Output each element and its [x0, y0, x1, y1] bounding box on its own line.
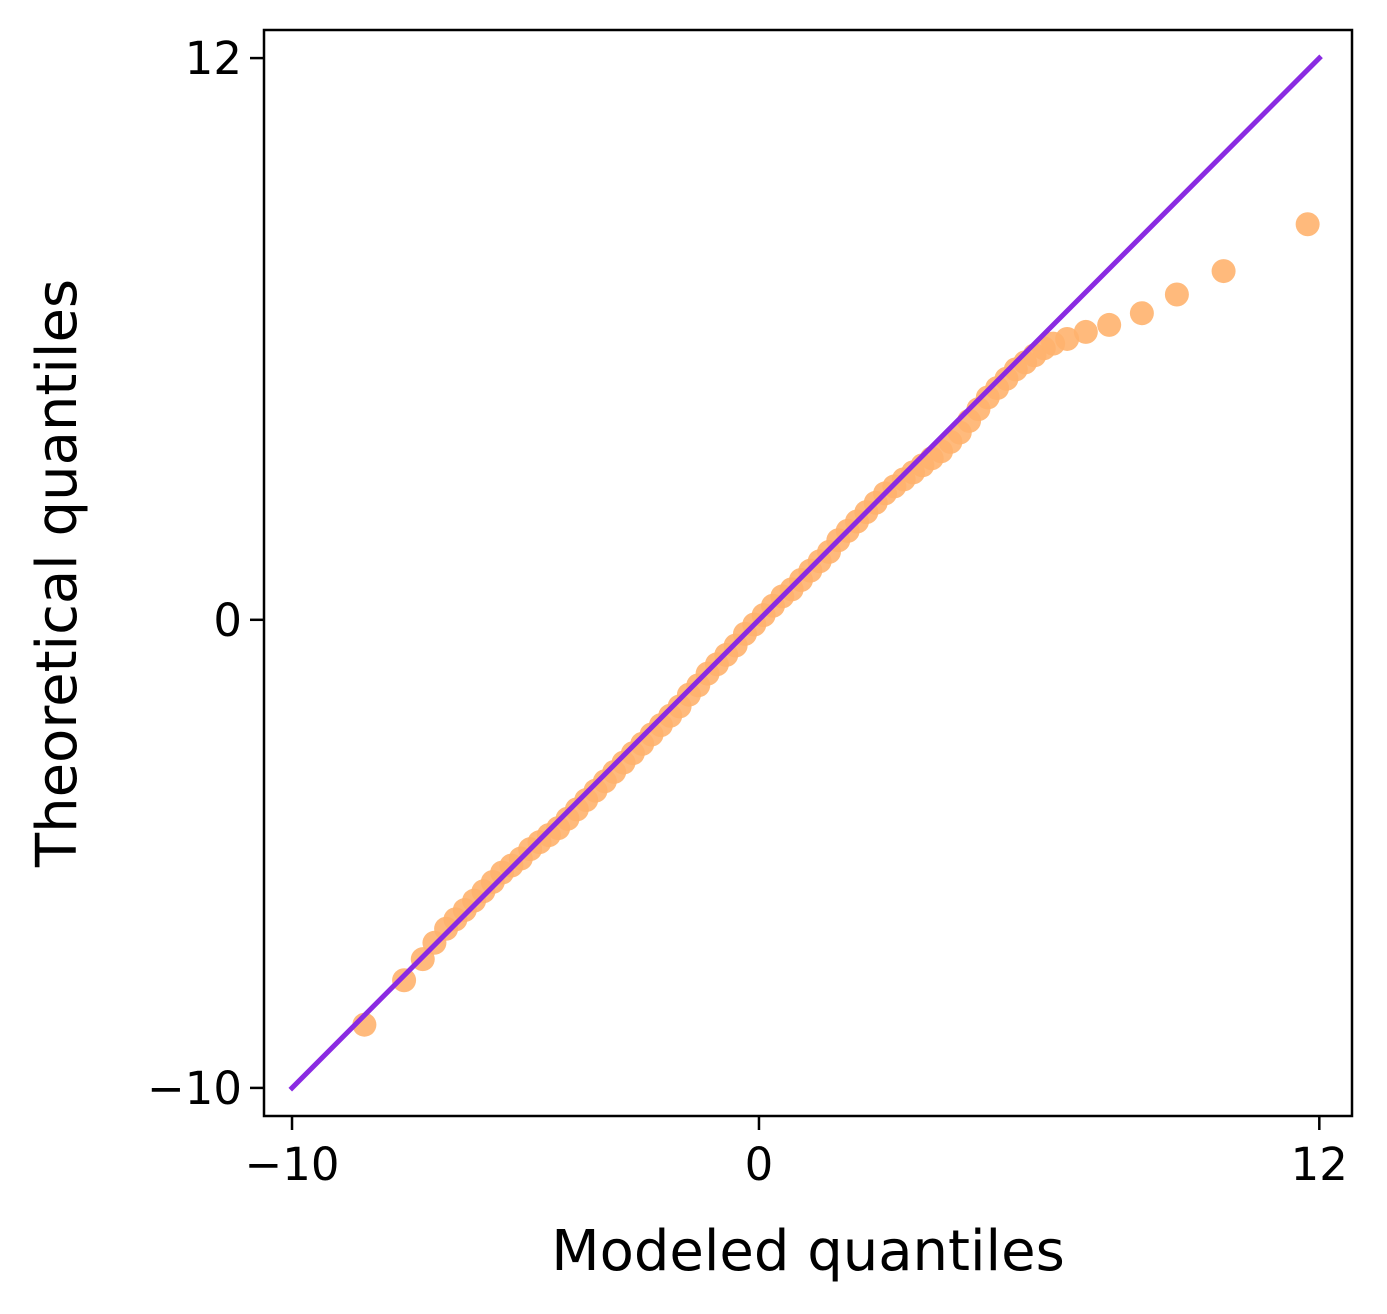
data-point	[1129, 301, 1154, 326]
data-point	[392, 968, 417, 993]
reference-line	[288, 54, 1323, 1092]
data-point	[1055, 326, 1080, 351]
y-axis-label: Theoretical quantiles	[25, 279, 90, 868]
plot-frame	[262, 28, 1354, 1118]
scatter-points	[352, 212, 1320, 1037]
data-point	[1164, 282, 1189, 307]
data-point	[1073, 319, 1098, 344]
data-point	[1097, 312, 1122, 337]
x-tick-label: 0	[745, 1138, 774, 1191]
x-axis-label: Modeled quantiles	[551, 1219, 1065, 1284]
axis-ticks: −10 0 12 −10 0 12	[147, 32, 1348, 1191]
y-tick-label: 12	[185, 32, 242, 85]
y-tick-label: 0	[213, 594, 242, 647]
x-tick-label: −10	[245, 1138, 340, 1191]
data-point	[1295, 212, 1320, 237]
x-tick-label: 12	[1291, 1138, 1348, 1191]
y-tick-label: −10	[147, 1062, 242, 1115]
reference-line-layer	[288, 54, 1323, 1092]
data-point	[1211, 259, 1236, 284]
